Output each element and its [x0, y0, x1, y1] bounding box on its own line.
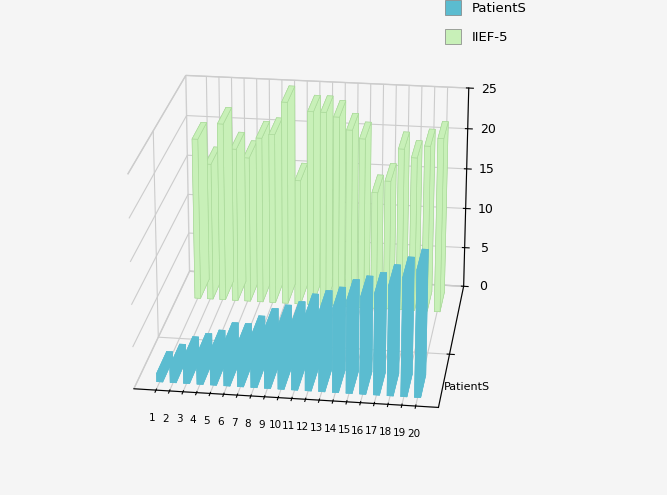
Legend: PatientS, IIEF-5: PatientS, IIEF-5	[438, 0, 533, 50]
